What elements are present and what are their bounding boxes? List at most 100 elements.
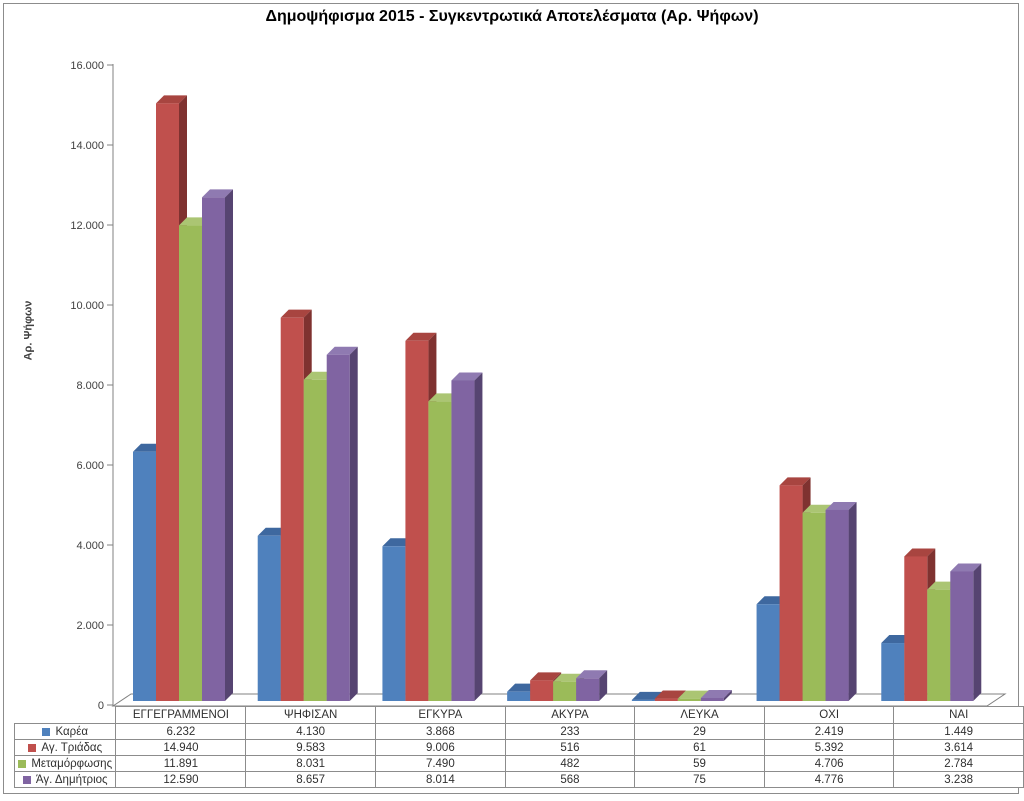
bar-side-3-0 bbox=[225, 189, 233, 701]
bar-3-6 bbox=[950, 571, 974, 701]
column-header-3: ΑΚΥΡΑ bbox=[504, 706, 636, 724]
bar-0-4 bbox=[631, 699, 655, 701]
column-header-4: ΛΕΥΚΑ bbox=[634, 706, 765, 724]
value-cell-1-0: 14.940 bbox=[115, 739, 247, 756]
y-tick-label: 10.000 bbox=[70, 300, 104, 312]
bar-side-3-2 bbox=[474, 372, 483, 701]
data-table: ΕΓΓΕΓΡΑΜΜΕΝΟΙ ΨΗΦΙΣΑΝ ΕΓΚΥΡΑ ΑΚΥΡΑ ΛΕΥΚΑ ΟΧΙ Ν… bbox=[13, 706, 1024, 788]
bar-3-4 bbox=[700, 698, 724, 701]
bar-top-3-0 bbox=[202, 189, 233, 198]
value-cell-0-0: 6.232 bbox=[115, 723, 247, 740]
y-tick-label: 0 bbox=[98, 700, 104, 712]
table-row-1: Αγ. Τριάδας 14.940 9.583 9.006 516 61 5.392 3.6… bbox=[13, 739, 1024, 756]
table-row-2: Μεταμόρφωσης 11.891 8.031 7.490 482 59 4.706 2.… bbox=[13, 755, 1024, 772]
bar-1-5 bbox=[779, 485, 803, 701]
bar-1-3 bbox=[530, 680, 554, 701]
bar-top-1-6 bbox=[904, 548, 936, 557]
bar-2-1 bbox=[303, 379, 327, 701]
bar-3-0 bbox=[202, 197, 225, 701]
bar-top-3-2 bbox=[451, 372, 483, 381]
value-cell-2-6: 2.784 bbox=[893, 755, 1024, 772]
bar-2-6 bbox=[927, 589, 951, 701]
value-cell-3-1: 8.657 bbox=[245, 771, 377, 788]
legend-swatch-0 bbox=[42, 727, 51, 736]
legend-swatch-2 bbox=[18, 759, 27, 768]
legend-swatch-1 bbox=[28, 743, 37, 752]
value-cell-2-1: 8.031 bbox=[245, 755, 377, 772]
value-cell-2-5: 4.706 bbox=[763, 755, 895, 772]
chart-title: Δημοψήφισμα 2015 - Συγκεντρωτικά Αποτελέ… bbox=[265, 8, 759, 25]
value-cell-3-5: 4.776 bbox=[763, 771, 895, 788]
table-corner-cell bbox=[15, 707, 116, 724]
y-tick-label: 4.000 bbox=[76, 540, 104, 552]
bar-top-3-1 bbox=[326, 346, 358, 355]
bar-side-3-3 bbox=[599, 670, 608, 701]
bar-side-3-4 bbox=[723, 690, 732, 701]
value-cell-1-3: 516 bbox=[504, 739, 636, 756]
value-cell-2-3: 482 bbox=[504, 755, 636, 772]
bar-top-1-0 bbox=[156, 95, 187, 104]
value-cell-1-4: 61 bbox=[634, 739, 765, 756]
series-label-2: Μεταμόρφωσης bbox=[13, 755, 117, 772]
bar-2-4 bbox=[677, 698, 701, 701]
bar-0-0 bbox=[133, 451, 156, 701]
y-tick-label: 14.000 bbox=[70, 140, 104, 152]
bar-top-3-3 bbox=[576, 670, 608, 679]
value-cell-2-2: 7.490 bbox=[375, 755, 506, 772]
bar-1-6 bbox=[904, 556, 928, 701]
bar-top-1-3 bbox=[530, 672, 562, 681]
value-cell-1-5: 5.392 bbox=[763, 739, 895, 756]
y-tick-label: 8.000 bbox=[76, 380, 104, 392]
value-cell-2-0: 11.891 bbox=[115, 755, 247, 772]
legend-swatch-3 bbox=[22, 775, 31, 784]
plot-area: 0 2.000 4.000 6.000 8.000 10.000 12.000 14.000 1… bbox=[70, 60, 1007, 712]
bar-top-1-5 bbox=[779, 477, 811, 486]
bar-2-0 bbox=[179, 225, 202, 702]
bar-3-3 bbox=[576, 678, 600, 701]
value-cell-0-4: 29 bbox=[634, 723, 765, 740]
bar-top-0-4 bbox=[631, 691, 663, 700]
y-tick-label: 2.000 bbox=[76, 620, 104, 632]
column-header-2: ΕΓΚΥΡΑ bbox=[375, 706, 506, 724]
value-cell-0-2: 3.868 bbox=[375, 723, 506, 740]
series-label-0: Καρέα bbox=[13, 723, 117, 740]
bar-3-1 bbox=[326, 354, 350, 701]
bar-top-1-1 bbox=[280, 309, 312, 318]
y-tick-label: 6.000 bbox=[76, 460, 104, 472]
column-header-1: ΨΗΦΙΣΑΝ bbox=[245, 706, 377, 724]
table-row-3: Άγ. Δημήτριος 12.590 8.657 8.014 568 75 4.776 3… bbox=[13, 771, 1024, 788]
series-label-3: Άγ. Δημήτριος bbox=[13, 771, 117, 788]
value-cell-1-6: 3.614 bbox=[893, 739, 1024, 756]
value-cell-3-3: 568 bbox=[504, 771, 636, 788]
bar-0-6 bbox=[881, 643, 905, 701]
value-cell-0-1: 4.130 bbox=[245, 723, 377, 740]
bar-side-3-5 bbox=[848, 501, 857, 701]
bar-1-4 bbox=[654, 698, 678, 701]
data-table-body: ΕΓΓΕΓΡΑΜΜΕΝΟΙ ΨΗΦΙΣΑΝ ΕΓΚΥΡΑ ΑΚΥΡΑ ΛΕΥΚΑ ΟΧΙ Ν… bbox=[13, 706, 1024, 788]
value-cell-3-0: 12.590 bbox=[115, 771, 247, 788]
bar-0-1 bbox=[257, 535, 281, 701]
bar-top-3-5 bbox=[825, 501, 857, 510]
y-tick-label: 16.000 bbox=[70, 60, 104, 72]
value-cell-1-1: 9.583 bbox=[245, 739, 377, 756]
value-cell-0-3: 233 bbox=[504, 723, 636, 740]
column-header-5: ΟΧΙ bbox=[763, 706, 895, 724]
column-header-0: ΕΓΓΕΓΡΑΜΜΕΝΟΙ bbox=[115, 706, 247, 724]
bar-side-3-1 bbox=[349, 346, 358, 701]
bar-top-1-2 bbox=[405, 332, 437, 341]
bar-1-1 bbox=[280, 317, 304, 701]
bar-1-0 bbox=[156, 103, 179, 701]
value-cell-3-4: 75 bbox=[634, 771, 765, 788]
bar-3-5 bbox=[825, 509, 849, 701]
bar-top-3-4 bbox=[700, 690, 732, 698]
bar-top-2-4 bbox=[677, 690, 709, 699]
series-label-1: Αγ. Τριάδας bbox=[13, 739, 117, 756]
column-header-6: ΝΑΙ bbox=[893, 706, 1024, 724]
bar-side-3-6 bbox=[973, 563, 982, 701]
bar-2-2 bbox=[428, 401, 452, 701]
bar-3-2 bbox=[451, 380, 475, 701]
value-cell-3-2: 8.014 bbox=[375, 771, 506, 788]
bar-2-5 bbox=[802, 512, 826, 701]
value-cell-3-6: 3.238 bbox=[893, 771, 1024, 788]
value-cell-0-6: 1.449 bbox=[893, 723, 1024, 740]
